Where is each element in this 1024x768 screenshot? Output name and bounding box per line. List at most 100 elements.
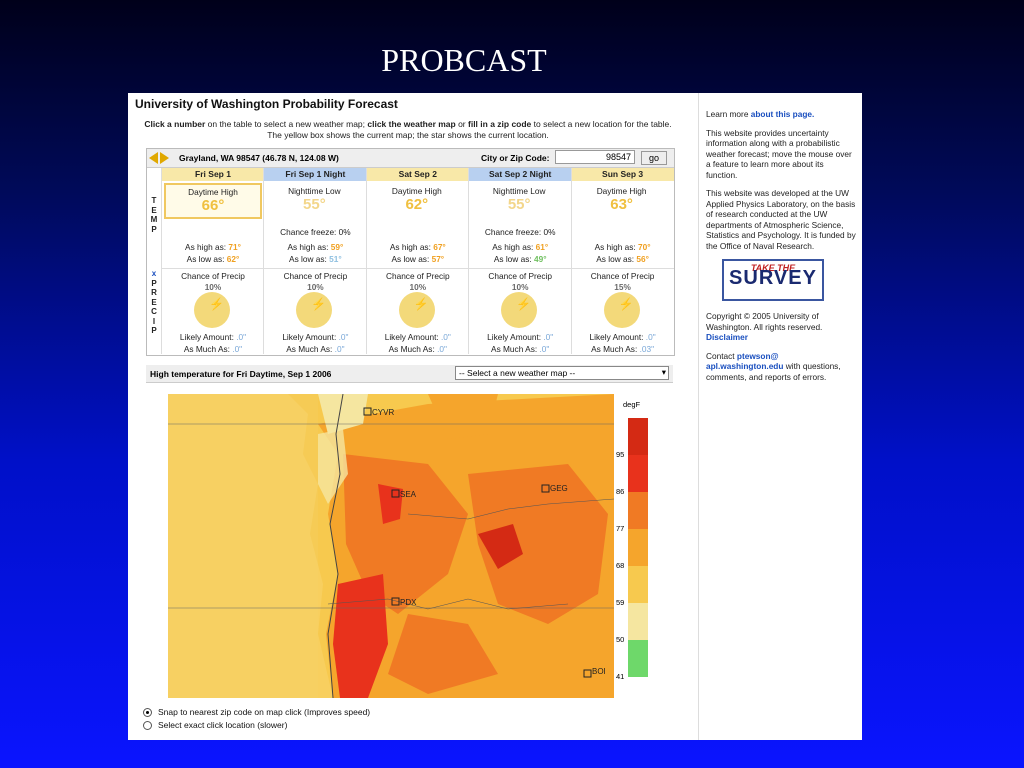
browser-panel: University of Washington Probability For… [128, 93, 862, 740]
temp-cell[interactable]: Daytime High 66° [164, 183, 262, 219]
temp-value[interactable]: 62° [405, 196, 429, 213]
temp-value[interactable]: 66° [201, 197, 225, 214]
hi-value[interactable]: 67° [433, 242, 446, 252]
temp-cell[interactable]: Nighttime Low 55° [267, 184, 361, 216]
likely-value[interactable]: .0" [543, 332, 554, 342]
precip-percent[interactable]: 10% [409, 282, 427, 292]
likely-amount: Likely Amount: .0" [469, 332, 571, 342]
instr-click-map: click the weather map [367, 119, 456, 129]
temp-cell[interactable]: Nighttime Low 55° [472, 184, 566, 216]
precip-percent[interactable]: 10% [307, 282, 324, 292]
lo-value[interactable]: 57° [431, 254, 445, 264]
asmuch-value[interactable]: .0" [539, 344, 550, 354]
scale-tick: 77 [616, 524, 625, 533]
copyright: Copyright © 2005 University of Washingto… [706, 311, 856, 343]
temp-value[interactable]: 55° [303, 196, 326, 213]
likely-value[interactable]: .0" [440, 332, 451, 342]
temp-value[interactable]: 63° [610, 196, 633, 213]
city-marker-sea [391, 489, 400, 498]
lo-value[interactable]: 49° [533, 254, 547, 264]
asmuch-label: As Much As: [388, 344, 438, 354]
likely-value[interactable]: .0" [236, 332, 247, 342]
likely-value[interactable]: .0" [338, 332, 349, 342]
asmuch-label: As Much As: [183, 344, 233, 354]
city-label-cyvr: CYVR [372, 408, 394, 417]
map-select[interactable]: -- Select a new weather map -- [455, 366, 669, 380]
contact: Contact ptewson@ apl.washington.edu with… [706, 351, 856, 383]
asmuch-value[interactable]: .0" [437, 344, 447, 354]
contact-email-link[interactable]: ptewson@ apl.washington.edu [706, 350, 784, 372]
precip-pie[interactable]: ⚡ [398, 292, 435, 328]
arrow-right-icon[interactable] [160, 152, 169, 164]
precip-percent[interactable]: 15% [614, 282, 631, 292]
precip-label: Chance of Precip [590, 271, 655, 281]
hi-label: As high as: [389, 242, 434, 252]
lo-value[interactable]: 51° [329, 254, 342, 264]
forecast-column: Fri Sep 1 Daytime High 66° As high as: 71° A… [161, 168, 264, 354]
temp-cell[interactable]: Daytime High 63° [575, 184, 669, 216]
hi-value[interactable]: 61° [535, 242, 549, 252]
temp-cell[interactable]: Daytime High 62° [370, 184, 464, 216]
disclaimer-link[interactable]: Disclaimer [706, 332, 748, 342]
day-header: Fri Sep 1 Night [264, 168, 367, 181]
asmuch-value[interactable]: .03" [639, 344, 655, 354]
hi-value[interactable]: 70° [638, 242, 651, 252]
hi-value[interactable]: 71° [228, 242, 241, 252]
likely-label: Likely Amount: [384, 332, 441, 342]
likely-value[interactable]: .0" [645, 332, 656, 342]
lo-label: As low as: [186, 254, 227, 264]
radio-button[interactable] [143, 721, 152, 731]
map-title: High temperature for Fri Daytime, Sep 1 … [150, 369, 332, 379]
instr-zip: fill in a zip code [468, 119, 532, 129]
slide-title: PROBCAST [381, 42, 547, 78]
precip-percent[interactable]: 10% [204, 282, 222, 292]
temp-low-range: As low as: 56° [572, 254, 674, 264]
scale-tick: 68 [616, 561, 625, 570]
precip-label: Chance of Precip [488, 271, 553, 281]
radio-button[interactable] [143, 708, 152, 718]
precip-toggle[interactable]: x [151, 269, 157, 278]
likely-label: Likely Amount: [589, 332, 646, 342]
scale-tick: 50 [616, 635, 625, 644]
click-option[interactable]: Snap to nearest zip code on map click (I… [143, 706, 370, 719]
precip-pie[interactable]: ⚡ [501, 292, 538, 328]
precip-pie[interactable]: ⚡ [194, 292, 230, 328]
hi-label: As high as: [492, 242, 536, 252]
lo-value[interactable]: 56° [636, 254, 649, 264]
temp-value[interactable]: 55° [507, 196, 531, 213]
precip-pie[interactable]: ⚡ [296, 292, 333, 328]
as-much-amount: As Much As: .0" [469, 344, 571, 354]
zip-input[interactable] [555, 150, 635, 164]
precip-percent[interactable]: 10% [511, 282, 529, 292]
page-title: University of Washington Probability For… [135, 97, 398, 111]
arrow-left-icon[interactable] [149, 152, 158, 164]
zip-label: City or Zip Code: [481, 153, 550, 163]
forecast-column: Sun Sep 3 Daytime High 63° As high as: 70° A… [570, 168, 674, 354]
lo-value[interactable]: 62° [226, 254, 240, 264]
click-option[interactable]: Select exact click location (slower) [143, 719, 370, 732]
survey-button[interactable]: TAKE THE SURVEY [722, 259, 824, 301]
hi-label: As high as: [287, 242, 331, 252]
asmuch-value[interactable]: .0" [334, 344, 345, 354]
main-content: University of Washington Probability For… [128, 93, 699, 740]
weather-map[interactable]: CYVR SEA GEG PDX BOI [168, 394, 614, 698]
likely-amount: Likely Amount: .0" [162, 332, 264, 342]
go-button[interactable]: go [641, 151, 667, 165]
likely-label: Likely Amount: [179, 332, 237, 342]
asmuch-value[interactable]: .0" [232, 344, 243, 354]
about-link[interactable]: about this page. [750, 109, 815, 119]
day-header: Fri Sep 1 [162, 168, 264, 181]
temp-low-range: As low as: 49° [469, 254, 571, 264]
temp-high-range: As high as: 59° [264, 242, 366, 252]
precip-pie[interactable]: ⚡ [603, 292, 640, 328]
instr-text-2: or [455, 119, 468, 129]
temp-label: Nighttime Low [492, 186, 546, 196]
divider [162, 268, 264, 269]
hi-value[interactable]: 59° [330, 242, 344, 252]
rain-icon: ⚡ [516, 297, 532, 311]
temp-label: Daytime High [188, 187, 238, 197]
copyright-text: Copyright © 2005 University of Washingto… [706, 311, 823, 332]
scale-swatch [628, 566, 648, 603]
scale-tick: 59 [616, 598, 625, 607]
temp-label: Daytime High [391, 186, 442, 196]
